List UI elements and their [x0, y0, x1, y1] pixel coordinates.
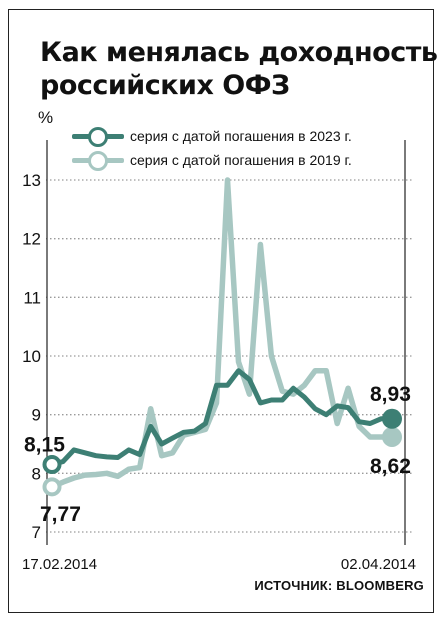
- legend-swatch-2019: [72, 150, 124, 171]
- x-label-start: 17.02.2014: [22, 556, 97, 573]
- data-label-end-2019: 8,62: [370, 455, 411, 478]
- y-tick-8: 8: [32, 464, 41, 483]
- y-tick-13: 13: [22, 171, 41, 190]
- series-line-0: [49, 368, 395, 467]
- chart-title: Как менялась доходность российских ОФЗ: [40, 36, 438, 102]
- title-line-2: российских ОФЗ: [40, 70, 290, 101]
- end-marker-0: [382, 408, 402, 429]
- data-label-end-2023: 8,93: [370, 383, 411, 406]
- y-tick-7: 7: [32, 523, 41, 542]
- x-label-end: 02.04.2014: [341, 556, 416, 573]
- y-unit-label: %: [38, 108, 54, 127]
- data-label-start-2023: 8,15: [24, 434, 65, 457]
- data-label-start-2019: 7,77: [40, 503, 81, 526]
- end-marker-1: [382, 426, 402, 447]
- legend-item-2019: серия с датой погашения в 2019 г.: [72, 148, 352, 172]
- y-tick-12: 12: [22, 230, 41, 249]
- legend-swatch-2023: [72, 126, 124, 147]
- start-marker-1: [42, 477, 62, 497]
- y-tick-10: 10: [22, 347, 41, 366]
- chart-frame: [8, 9, 434, 613]
- legend-label-2019: серия с датой погашения в 2019 г.: [130, 152, 352, 168]
- legend-item-2023: серия с датой погашения в 2023 г.: [72, 124, 352, 148]
- chart-legend: серия с датой погашения в 2023 г. серия …: [72, 124, 352, 172]
- legend-label-2023: серия с датой погашения в 2023 г.: [130, 128, 352, 144]
- source-note: ИСТОЧНИК: BLOOMBERG: [254, 578, 424, 593]
- title-line-1: Как менялась доходность: [40, 37, 438, 68]
- series-line-1: [49, 177, 395, 490]
- y-tick-11: 11: [23, 288, 41, 307]
- y-tick-9: 9: [32, 406, 41, 425]
- start-marker-0: [42, 455, 62, 475]
